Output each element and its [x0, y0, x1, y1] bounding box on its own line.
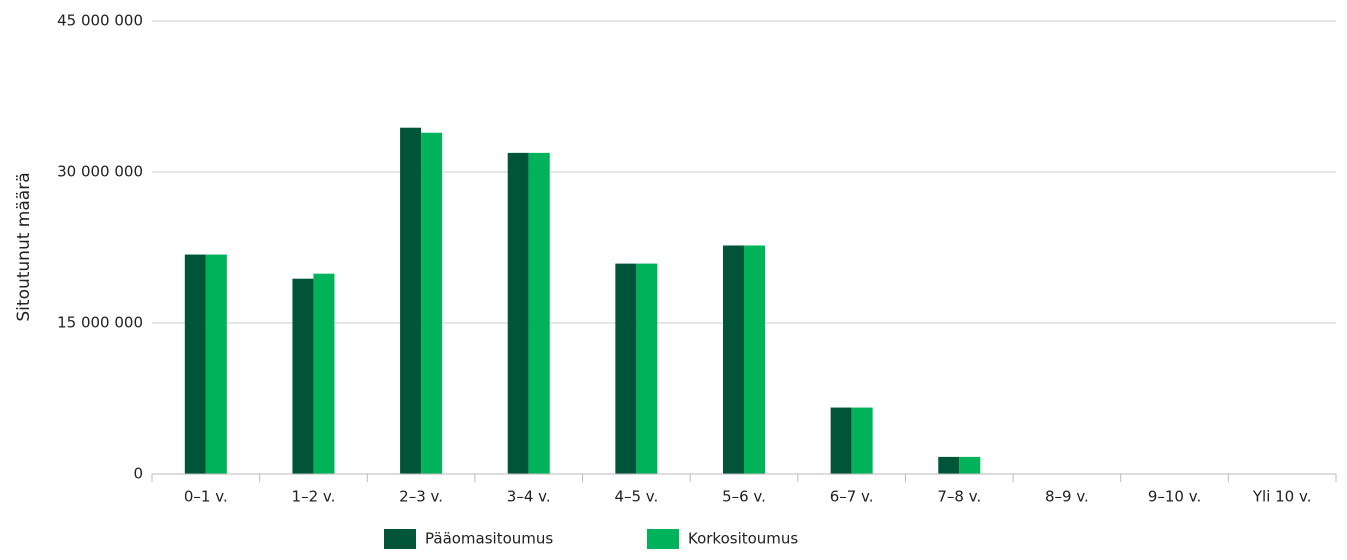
bar-korkositoumus-5 [744, 245, 765, 474]
y-tick-label: 15 000 000 [57, 314, 143, 332]
x-tick-label: 8–9 v. [1045, 488, 1089, 506]
x-axis-ticks: 0–1 v. 1–2 v. 2–3 v. 3–4 v. 4–5 v. 5–6 v. 6–7 … [151, 474, 1337, 506]
x-tick-label: 2–3 v. [399, 488, 443, 506]
legend-label-1: Korkositoumus [688, 530, 798, 548]
legend: Pääomasitoumus Korkositoumus [384, 529, 798, 549]
legend-swatch-1 [647, 529, 679, 549]
bar-pääomasitoumus-3 [507, 152, 529, 474]
legend-swatch-0 [384, 529, 416, 549]
bar-pääomasitoumus-4 [615, 263, 637, 474]
bar-korkositoumus-3 [528, 152, 550, 474]
bar-korkositoumus-2 [421, 132, 443, 475]
x-tick-label: 1–2 v. [292, 488, 336, 506]
bar-pääomasitoumus-5 [723, 245, 744, 474]
bar-pääomasitoumus-7 [938, 456, 960, 474]
y-tick-label: 30 000 000 [57, 163, 143, 181]
bar-pääomasitoumus-1 [292, 278, 314, 474]
bar-pääomasitoumus-0 [184, 254, 206, 474]
bar-korkositoumus-4 [636, 263, 658, 474]
bar-pääomasitoumus-6 [830, 407, 852, 474]
x-tick-label: 5–6 v. [722, 488, 766, 506]
x-tick-label: 9–10 v. [1148, 488, 1201, 506]
x-tick-label: 3–4 v. [507, 488, 551, 506]
x-tick-label: 6–7 v. [830, 488, 874, 506]
x-tick-label: 4–5 v. [614, 488, 658, 506]
y-axis-ticks: 0 15 000 000 30 000 000 45 000 000 [57, 12, 143, 483]
legend-label-0: Pääomasitoumus [425, 530, 553, 548]
y-tick-label: 45 000 000 [57, 12, 143, 30]
x-tick-label: Yli 10 v. [1252, 488, 1312, 506]
bar-korkositoumus-1 [313, 273, 335, 474]
bar-korkositoumus-7 [959, 456, 981, 474]
x-tick-label: 7–8 v. [937, 488, 981, 506]
x-tick-label: 0–1 v. [184, 488, 228, 506]
bars [184, 127, 981, 475]
y-tick-label: 0 [133, 465, 143, 483]
bar-korkositoumus-6 [851, 407, 873, 474]
y-axis-title: Sitoutunut määrä [14, 172, 34, 321]
bar-korkositoumus-0 [205, 254, 227, 474]
bar-pääomasitoumus-2 [400, 127, 422, 474]
